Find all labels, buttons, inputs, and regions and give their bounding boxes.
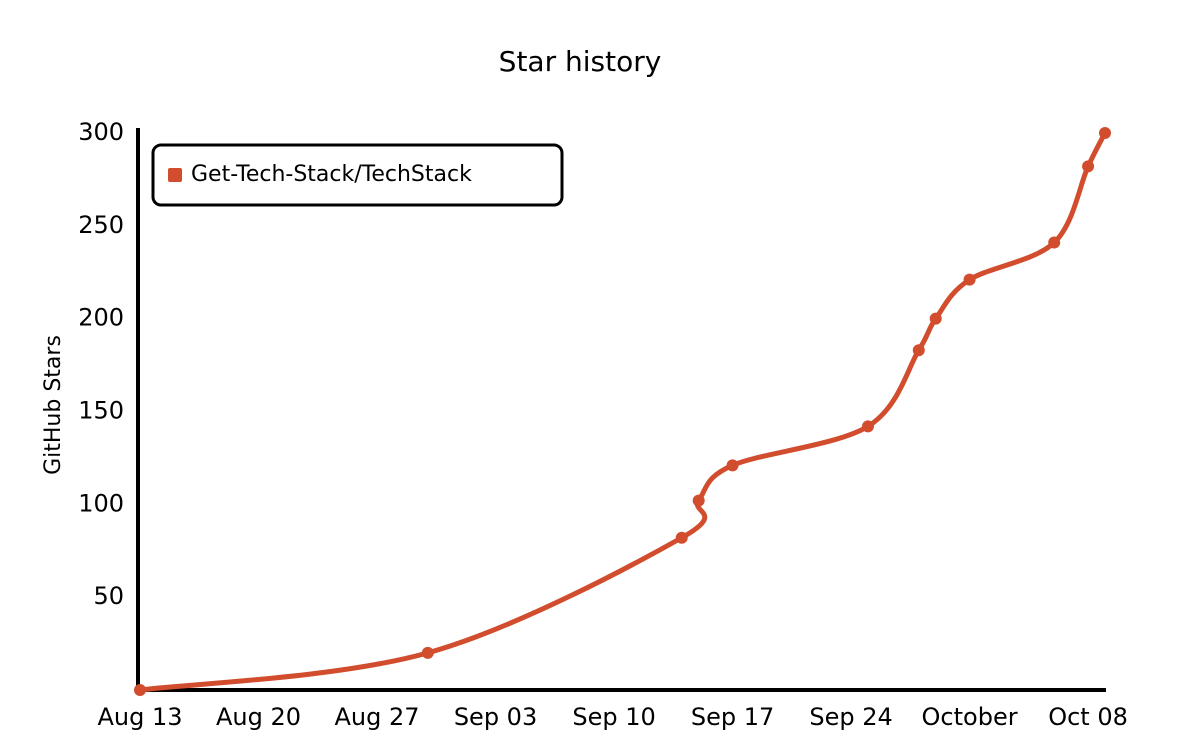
data-point — [929, 312, 942, 325]
y-axis-label: GitHub Stars — [41, 335, 66, 475]
data-point — [421, 646, 434, 659]
data-point — [134, 684, 146, 696]
y-tick-label: 100 — [78, 489, 124, 517]
x-tick-label: Aug 27 — [335, 703, 420, 731]
x-tick-label: Aug 13 — [97, 703, 182, 731]
y-tick-label: 250 — [78, 211, 124, 239]
data-point — [1099, 127, 1111, 139]
data-point — [1082, 160, 1095, 173]
legend-swatch — [168, 168, 182, 182]
x-tick-label: Sep 03 — [454, 703, 537, 731]
data-point — [692, 494, 705, 507]
x-tick-label: Sep 10 — [572, 703, 655, 731]
x-tick-label: Sep 17 — [691, 703, 774, 731]
x-tick-label: Sep 24 — [809, 703, 892, 731]
x-tick-label: Oct 08 — [1048, 703, 1128, 731]
y-tick-label: 150 — [78, 397, 124, 425]
data-point — [963, 273, 976, 286]
x-tick-label: October — [922, 703, 1018, 731]
legend-label: Get-Tech-Stack/TechStack — [191, 162, 472, 187]
data-point — [675, 531, 688, 544]
data-point — [1048, 236, 1061, 249]
data-point — [861, 420, 874, 433]
chart-title: Star history — [499, 45, 662, 78]
y-tick-label: 300 — [78, 118, 124, 146]
data-point — [912, 344, 925, 357]
legend-box — [151, 143, 564, 207]
y-tick-label: 200 — [78, 304, 124, 332]
y-tick-label: 50 — [93, 582, 124, 610]
data-point — [726, 459, 739, 472]
x-tick-label: Aug 20 — [216, 703, 301, 731]
